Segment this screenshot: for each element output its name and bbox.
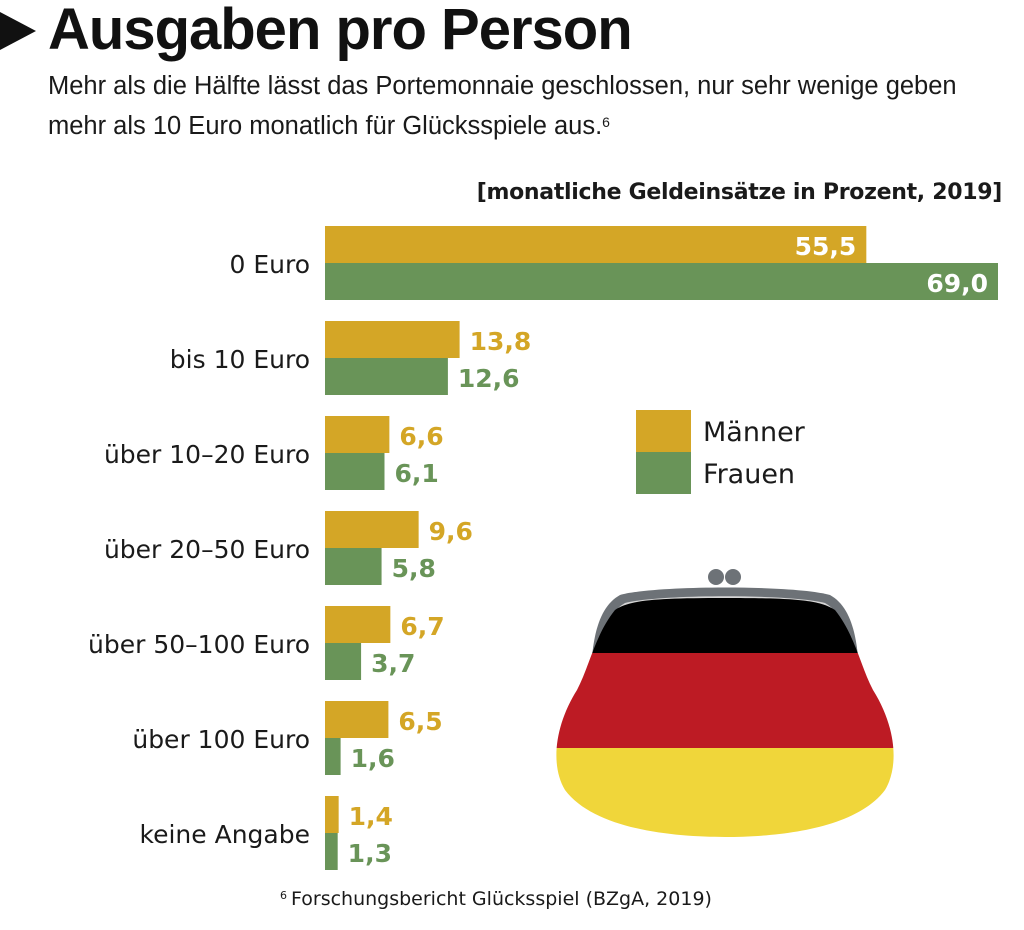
data-label: 1,6 (351, 744, 395, 773)
flag-gold-stripe (556, 748, 894, 837)
data-label: 12,6 (458, 364, 520, 393)
bar-maenner (325, 416, 390, 453)
data-label: 1,3 (348, 839, 392, 868)
data-label: 9,6 (429, 517, 473, 546)
subtitle-footnote-ref: 6 (602, 114, 610, 130)
footnote: 6 Forschungsbericht Glücksspiel (BZgA, 20… (280, 888, 712, 910)
title-arrow-icon (0, 12, 36, 50)
bar-maenner (325, 701, 389, 738)
data-label: 6,5 (398, 707, 442, 736)
bar-frauen (325, 358, 448, 395)
data-label: 55,5 (795, 232, 857, 261)
category-label: 0 Euro (229, 250, 310, 279)
data-label: 6,6 (399, 422, 443, 451)
page-title: Ausgaben pro Person (48, 0, 633, 62)
data-label: 3,7 (371, 649, 415, 678)
data-label: 1,4 (349, 802, 393, 831)
legend-swatch-maenner (636, 410, 691, 452)
subtitle-text: Mehr als die Hälfte lässt das Portemonna… (48, 72, 957, 140)
category-label: über 50–100 Euro (88, 630, 310, 659)
bar-maenner (325, 796, 339, 833)
bar-frauen (325, 833, 338, 870)
category-label: über 100 Euro (132, 725, 310, 754)
data-label: 6,7 (400, 612, 444, 641)
bar-maenner (325, 321, 460, 358)
data-label: 13,8 (470, 327, 532, 356)
footnote-text: Forschungsbericht Glücksspiel (BZgA, 201… (291, 888, 712, 910)
bar-maenner (325, 606, 391, 643)
category-label: über 10–20 Euro (104, 440, 310, 469)
data-label: 6,1 (394, 459, 438, 488)
footnote-ref: 6 (280, 889, 287, 902)
bar-frauen (325, 738, 341, 775)
bar-maenner (325, 511, 419, 548)
flag-red-stripe (556, 653, 894, 748)
bar-frauen (325, 643, 362, 680)
bar-frauen (325, 263, 998, 300)
purse-body (556, 598, 894, 837)
purse-german-flag-icon (556, 569, 894, 837)
subtitle: Mehr als die Hälfte lässt das Portemonna… (48, 66, 988, 146)
bar-maenner (325, 226, 867, 263)
category-label: keine Angabe (140, 820, 310, 849)
category-label: über 20–50 Euro (104, 535, 310, 564)
data-label: 5,8 (392, 554, 436, 583)
unit-label: [monatliche Geldeinsätze in Prozent, 201… (476, 180, 1003, 205)
legend-swatch-frauen (636, 452, 691, 494)
category-label: bis 10 Euro (170, 345, 310, 374)
legend-label-maenner: Männer (703, 417, 806, 448)
data-label: 69,0 (926, 269, 988, 298)
bar-frauen (325, 548, 382, 585)
bar-frauen (325, 453, 385, 490)
legend-label-frauen: Frauen (703, 459, 795, 490)
